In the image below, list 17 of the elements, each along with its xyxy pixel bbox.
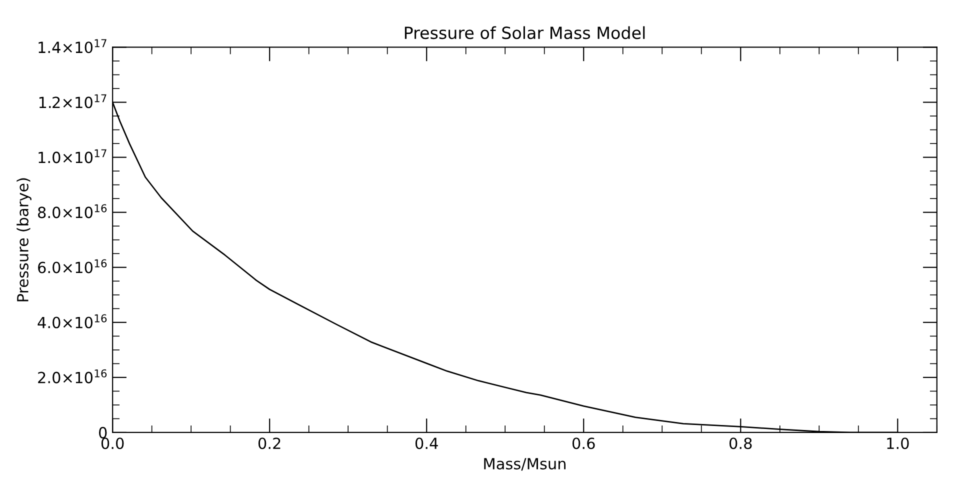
x-axis-title: Mass/Msun <box>484 458 566 471</box>
y-tick-label: 0 <box>99 426 107 438</box>
chart-title: Pressure of Solar Mass Model <box>404 26 645 40</box>
y-tick-label: 6.0×10$^{16}$ <box>38 259 107 274</box>
y-tick-label: 2.0×10$^{16}$ <box>38 369 107 384</box>
x-tick-label: 0.2 <box>258 438 280 450</box>
x-tick-label: 0.8 <box>729 438 752 450</box>
x-tick-label: 0.4 <box>415 438 438 450</box>
y-axis-title: Pressure (barye) <box>16 178 32 302</box>
y-tick-label: 1.0×10$^{17}$ <box>38 149 106 164</box>
x-tick-label: 0.6 <box>572 438 595 450</box>
y-tick-label: 8.0×10$^{16}$ <box>38 204 107 218</box>
y-tick-label: 1.4×10$^{17}$ <box>38 39 106 54</box>
y-tick-label: 1.2×10$^{17}$ <box>39 94 106 108</box>
x-tick-label: 0.0 <box>101 438 124 450</box>
y-tick-label: 4.0×10$^{16}$ <box>38 314 107 328</box>
x-tick-label: 1.0 <box>887 438 909 450</box>
